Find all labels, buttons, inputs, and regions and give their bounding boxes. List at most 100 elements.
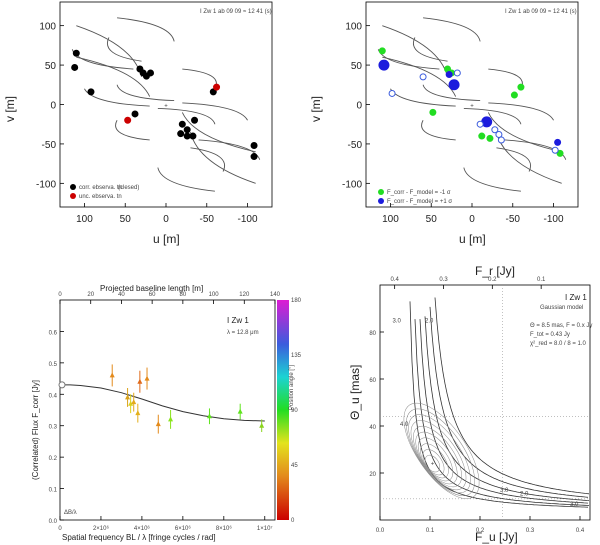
- uv-plane-model-panel: I Zw 1 ab 09 09 ≈ 12 41 (s) u [m] v [m] …: [309, 1, 579, 246]
- contour-level-label: 3.0: [570, 502, 579, 508]
- data-point: [135, 410, 141, 416]
- model-name: Gaussian model: [540, 305, 583, 311]
- uv-point: [476, 120, 484, 128]
- uv-point: [453, 69, 461, 77]
- x2-tick-label: 80: [180, 292, 187, 298]
- uv-point: [213, 83, 221, 91]
- colorbar-tick-label: 0: [291, 518, 295, 524]
- x2-ticks: 0.4 0.3 0.2 0.1: [390, 277, 546, 289]
- uv-point: [189, 132, 197, 140]
- total-flux-marker: [58, 381, 66, 389]
- x2-tick-label: 20: [87, 292, 94, 298]
- chi2-map-panel: I Zw 1 Gaussian model Θ = 8.5 mas, F = 0…: [348, 264, 592, 544]
- y-tick-label: -100: [342, 179, 362, 190]
- x2-tick-label: 120: [239, 292, 250, 298]
- uv-point: [491, 126, 499, 134]
- uv-point: [378, 59, 390, 71]
- plot-frame: [59, 299, 276, 521]
- y-tick-label: 0.6: [49, 330, 58, 336]
- uv-point: [445, 71, 453, 79]
- y-tick-label: 0.1: [49, 488, 58, 494]
- x-tick-label: 2×10⁶: [93, 525, 110, 532]
- contour-level-label: 2.0: [425, 319, 434, 325]
- annotation-line-2: F_tot = 0.43 Jy: [530, 332, 570, 338]
- uv-point: [378, 47, 386, 55]
- data-point: [144, 375, 150, 381]
- y-tick-label: 60: [369, 378, 376, 384]
- uv-point: [497, 136, 505, 144]
- legend: F_corr - F_model = -1 σ F_corr - F_model…: [378, 189, 452, 205]
- uv-point: [250, 153, 258, 161]
- x-tick-label: 4×10⁶: [134, 525, 151, 532]
- colorbar-tick-label: 90: [291, 408, 298, 414]
- uv-track: [413, 37, 448, 62]
- plot-title: I Zw 1: [565, 293, 587, 302]
- top-axis-label: F_r [Jy]: [475, 264, 515, 278]
- chi2-inner-contour: [420, 443, 449, 479]
- y-tick-label: 0: [356, 101, 362, 112]
- y-ticks: 20 40 60 80: [369, 331, 384, 478]
- legend-marker-red: [70, 193, 76, 199]
- uv-point: [495, 130, 503, 138]
- position-angle-colorbar: [277, 300, 289, 520]
- observation-annotation: I Zw 1 ab 09 09 ≈ 12 41 (s): [200, 9, 272, 15]
- y-tick-label: -50: [348, 140, 363, 151]
- contour-level-label: 2.0: [520, 491, 529, 497]
- x2-tick-label: 40: [118, 292, 125, 298]
- uv-track: [181, 112, 256, 153]
- uv-track-mirror: [182, 102, 248, 121]
- data-point: [125, 394, 131, 400]
- y-tick-label: 100: [39, 22, 56, 33]
- observation-annotation: I Zw 1 ab 09 09 ≈ 12 41 (s): [505, 9, 577, 15]
- x-tick-label: 0: [469, 214, 475, 225]
- plot-title: I Zw 1: [227, 316, 249, 325]
- chi2-inner-contour: [424, 454, 441, 473]
- x2-tick-label: 140: [270, 292, 281, 298]
- x-tick-label: -100: [544, 214, 564, 225]
- annotation-line-1: Θ = 8.5 mas, F = 0.x Jy: [530, 323, 592, 329]
- uv-track-mirror: [382, 56, 457, 97]
- y-tick-label: 0.3: [49, 425, 58, 431]
- uv-track-mirror: [496, 147, 531, 172]
- uv-point: [551, 146, 559, 154]
- y-tick-label: 40: [369, 425, 376, 431]
- chi2-inner-contour: [406, 408, 475, 497]
- uv-point: [178, 120, 186, 128]
- uv-point: [191, 116, 199, 124]
- x-axis-label: F_u [Jy]: [475, 530, 518, 544]
- chi2-inner-contour: [415, 431, 458, 485]
- uv-point: [147, 69, 155, 77]
- uv-point: [209, 88, 217, 96]
- x-tick-label: 0: [58, 526, 62, 532]
- uv-track: [116, 84, 175, 102]
- x-ticks: 0 2×10⁶ 4×10⁶ 6×10⁶ 8×10⁶ 1×10⁷: [58, 516, 273, 532]
- chi2-contour: [434, 297, 590, 495]
- x-tick-label: 0.3: [526, 528, 535, 534]
- chi2-inner-contour: [417, 437, 454, 482]
- uv-track: [487, 112, 562, 153]
- chi2-inner-contour: [403, 402, 480, 499]
- y-tick-label: -50: [42, 140, 57, 151]
- data-points: [378, 47, 564, 157]
- colorbar-tick-label: 45: [291, 463, 298, 469]
- x2-tick-label: 60: [149, 292, 156, 298]
- legend-label-closed: (clesed): [118, 185, 139, 191]
- uv-point: [478, 132, 486, 140]
- uv-track: [71, 49, 134, 70]
- uv-track: [157, 167, 215, 192]
- uv-point: [510, 91, 518, 99]
- uv-track: [84, 88, 150, 107]
- uv-track-mirror: [117, 17, 175, 42]
- uv-point: [183, 132, 191, 140]
- x-tick-label: 8×10⁶: [216, 525, 233, 532]
- x2-tick-label: 0.3: [439, 277, 448, 283]
- uv-track: [422, 84, 481, 102]
- uv-point: [72, 49, 80, 57]
- chi2-contour: [429, 306, 589, 498]
- legend-marker-green: [378, 189, 384, 195]
- uv-plane-correlated-panel: I Zw 1 ab 09 09 ≈ 12 41 (s) u [m] v [m] …: [3, 1, 273, 246]
- data-point: [109, 372, 115, 378]
- chi2-inner-contour: [410, 420, 467, 491]
- uv-track: [115, 120, 150, 141]
- y-tick-label: 50: [351, 61, 363, 72]
